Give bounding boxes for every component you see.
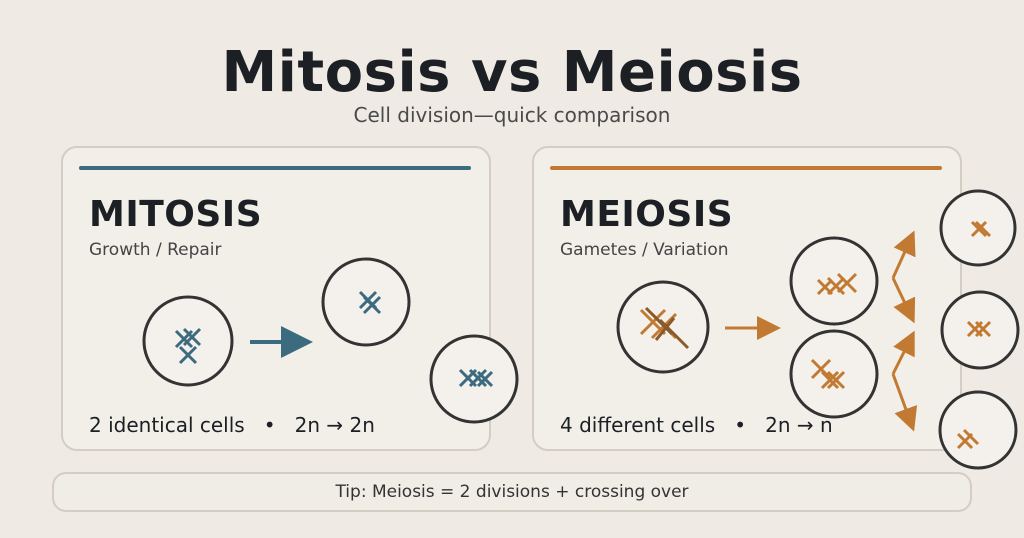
mitosis-summary: 2 identical cells • 2n → 2n: [89, 413, 375, 437]
meiosis-heading: MEIOSIS: [560, 194, 734, 235]
page-subtitle: Cell division—quick comparison: [353, 103, 671, 127]
page-title: Mitosis vs Meiosis: [221, 40, 803, 105]
mitosis-heading: MITOSIS: [89, 194, 263, 235]
tip-banner: Tip: Meiosis = 2 divisions + crossing ov…: [52, 472, 972, 512]
meiosis-card: MEIOSIS Gametes / Variation 4 different …: [532, 146, 962, 451]
chromosome-icon: [966, 320, 992, 338]
mitosis-accent-rule: [79, 166, 471, 170]
meiosis-accent-rule: [550, 166, 942, 170]
meiosis-summary: 4 different cells • 2n → n: [560, 413, 833, 437]
mitosis-subtitle: Growth / Repair: [89, 240, 222, 260]
chromosome-icon: [970, 220, 992, 238]
meiosis-subtitle: Gametes / Variation: [560, 240, 729, 260]
mitosis-card: MITOSIS Growth / Repair 2 identical cell…: [61, 146, 491, 451]
